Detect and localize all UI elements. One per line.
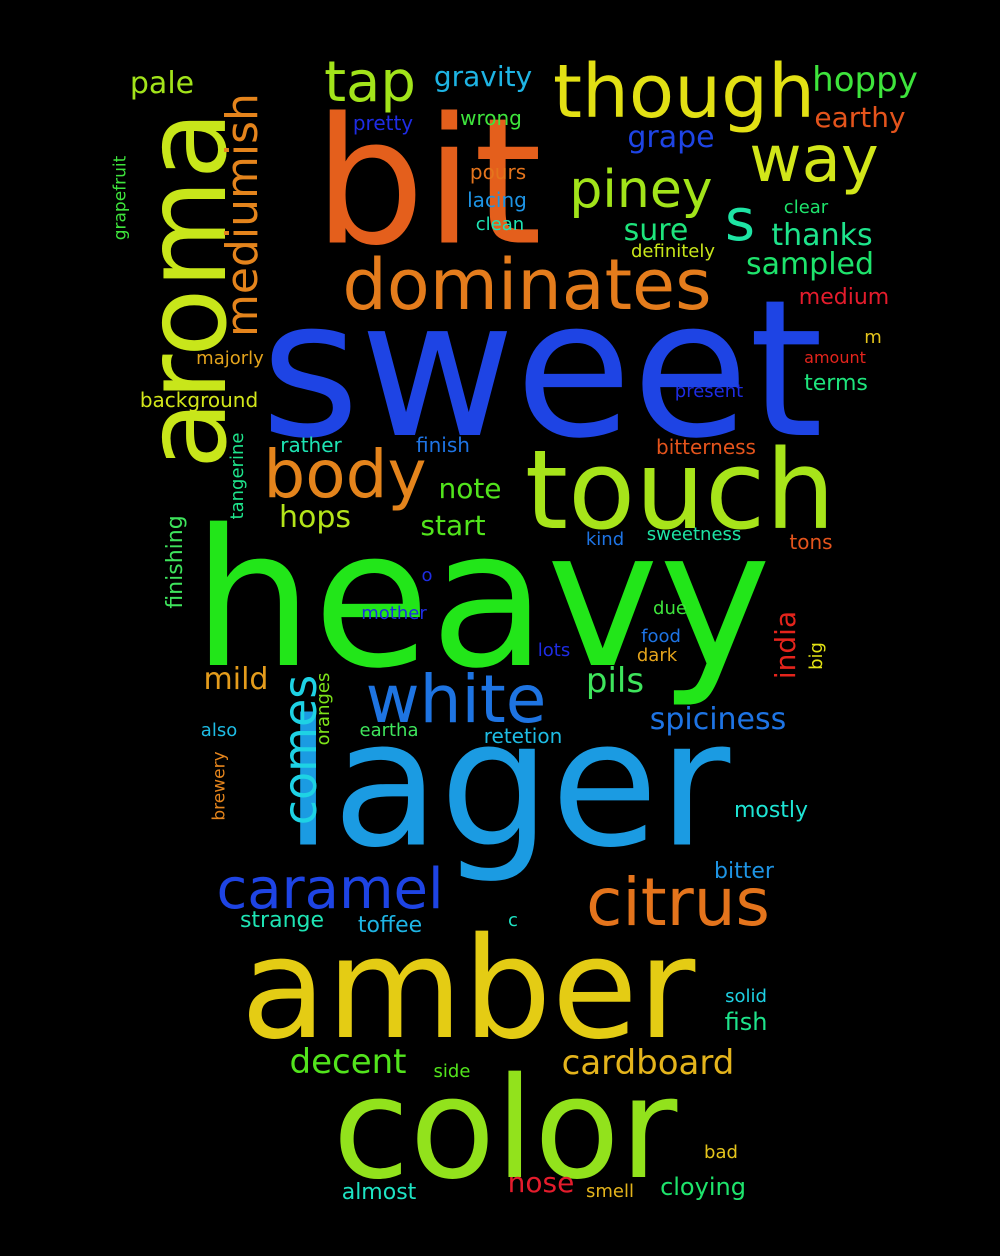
cloud-word: hops bbox=[278, 500, 352, 535]
cloud-word: decent bbox=[289, 1042, 407, 1082]
cloud-word: spiciness bbox=[649, 702, 787, 737]
cloud-word: clean bbox=[475, 214, 525, 235]
cloud-word: due bbox=[653, 598, 687, 619]
cloud-word: gravity bbox=[433, 60, 533, 93]
cloud-word: clear bbox=[783, 197, 829, 218]
cloud-word: pils bbox=[585, 661, 645, 701]
cloud-word: big bbox=[806, 642, 827, 670]
cloud-word: touch bbox=[524, 426, 836, 554]
cloud-word: brewery bbox=[209, 751, 230, 821]
cloud-word: tap bbox=[324, 50, 416, 115]
cloud-word: heavy bbox=[192, 489, 772, 710]
cloud-word: lots bbox=[537, 640, 571, 661]
cloud-word: piney bbox=[569, 160, 713, 220]
cloud-word: also bbox=[200, 720, 238, 741]
cloud-word: color bbox=[332, 1048, 678, 1211]
cloud-word: cloying bbox=[660, 1173, 746, 1201]
cloud-word: though bbox=[553, 49, 815, 135]
cloud-word: mediumish bbox=[217, 93, 268, 337]
cloud-word: bad bbox=[704, 1142, 738, 1163]
cloud-word: nose bbox=[507, 1166, 575, 1199]
cloud-word: almost bbox=[341, 1180, 417, 1205]
cloud-word: m bbox=[864, 327, 882, 348]
cloud-word: grapefruit bbox=[110, 155, 131, 241]
cloud-word: lager bbox=[283, 683, 731, 887]
cloud-word: o bbox=[421, 565, 433, 586]
cloud-word: body bbox=[263, 436, 427, 513]
cloud-word: mild bbox=[203, 662, 269, 697]
cloud-word: wrong bbox=[460, 106, 522, 130]
cloud-word: white bbox=[365, 661, 547, 738]
cloud-word: pale bbox=[129, 66, 195, 101]
cloud-word: medium bbox=[798, 285, 890, 310]
cloud-word: tangerine bbox=[227, 432, 248, 520]
cloud-word: grape bbox=[627, 120, 715, 155]
cloud-word: citrus bbox=[586, 864, 770, 941]
cloud-word: oranges bbox=[313, 672, 334, 746]
cloud-word: solid bbox=[725, 986, 767, 1007]
cloud-word: terms bbox=[804, 371, 868, 396]
cloud-word: lacing bbox=[467, 188, 527, 212]
cloud-word: eartha bbox=[359, 720, 419, 741]
cloud-word: finish bbox=[416, 433, 470, 457]
cloud-word: toffee bbox=[357, 913, 423, 938]
cloud-word: definitely bbox=[630, 241, 716, 262]
cloud-word: amount bbox=[804, 348, 866, 367]
cloud-word: cardboard bbox=[561, 1043, 735, 1083]
cloud-word: dominates bbox=[342, 244, 712, 326]
cloud-word: hoppy bbox=[812, 60, 918, 100]
cloud-word: way bbox=[749, 123, 879, 197]
cloud-word: rather bbox=[280, 433, 342, 457]
cloud-word: sampled bbox=[745, 247, 875, 282]
cloud-word: bitter bbox=[714, 859, 774, 884]
cloud-word: note bbox=[438, 472, 502, 505]
cloud-word: india bbox=[769, 610, 802, 680]
cloud-word: kind bbox=[585, 529, 625, 550]
cloud-word: start bbox=[420, 509, 486, 542]
cloud-word: mother bbox=[361, 603, 427, 624]
cloud-word: finishing bbox=[163, 515, 188, 609]
cloud-word: sure bbox=[623, 213, 689, 248]
cloud-word: c bbox=[508, 910, 518, 931]
cloud-word: fish bbox=[724, 1008, 768, 1036]
cloud-word: pretty bbox=[352, 111, 414, 135]
cloud-word: caramel bbox=[216, 857, 444, 922]
cloud-word: sweet bbox=[260, 259, 824, 480]
cloud-word: strange bbox=[239, 908, 325, 933]
cloud-word: background bbox=[139, 388, 259, 412]
cloud-word: majorly bbox=[196, 348, 264, 369]
cloud-word: food bbox=[641, 626, 681, 647]
cloud-word: side bbox=[433, 1061, 471, 1082]
cloud-word: bit bbox=[313, 81, 543, 285]
cloud-word: bitterness bbox=[656, 435, 756, 459]
cloud-word: amber bbox=[240, 908, 696, 1071]
cloud-word: retetion bbox=[483, 724, 563, 748]
cloud-word: mostly bbox=[733, 798, 809, 823]
cloud-word: sweetness bbox=[646, 524, 742, 545]
cloud-word: thanks bbox=[771, 218, 873, 253]
cloud-word: smell bbox=[586, 1181, 634, 1202]
cloud-word: earthy bbox=[814, 101, 906, 134]
cloud-word: present bbox=[674, 381, 744, 402]
cloud-word: tons bbox=[789, 530, 833, 554]
cloud-word: s bbox=[724, 186, 756, 254]
cloud-word: dark bbox=[636, 645, 678, 666]
cloud-word: pours bbox=[469, 160, 527, 184]
